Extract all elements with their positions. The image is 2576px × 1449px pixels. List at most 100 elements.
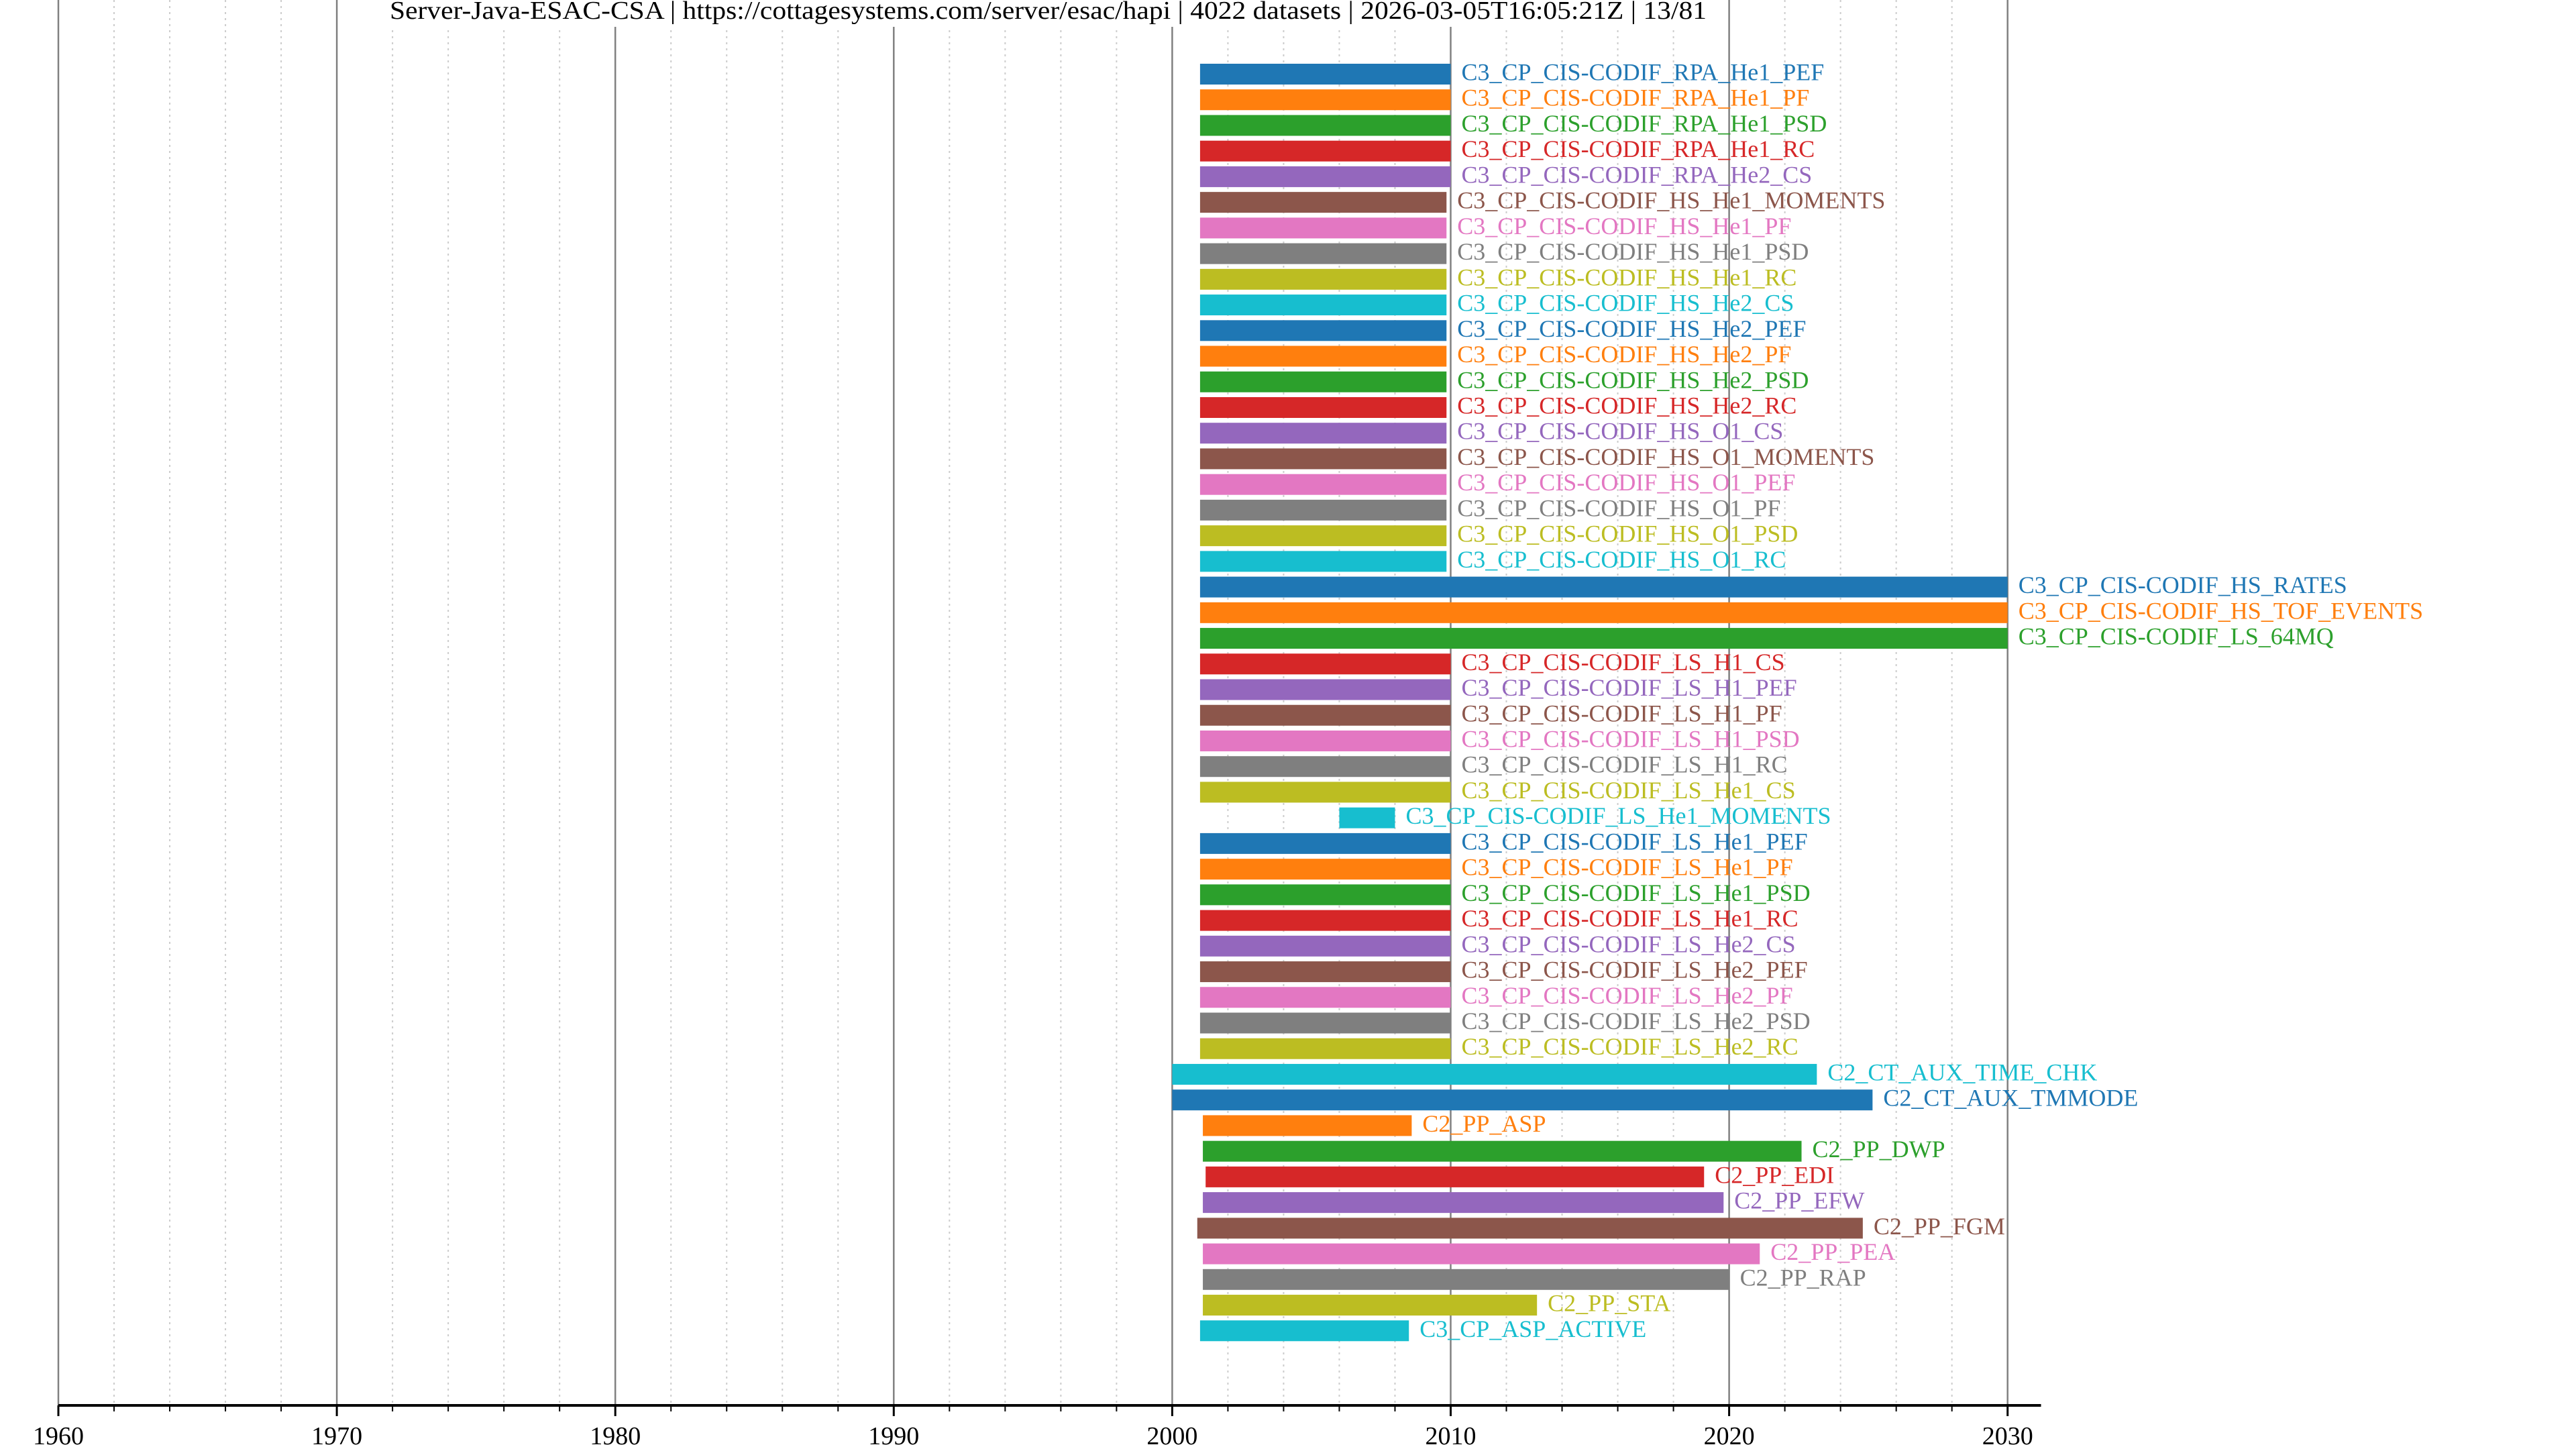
dataset-label: C3_CP_CIS-CODIF_LS_H1_PSD	[1462, 725, 1800, 752]
dataset-bar[interactable]	[1199, 1320, 1409, 1342]
dataset-bar[interactable]	[1199, 551, 1447, 572]
x-tick-label: 2030	[1982, 1422, 2033, 1449]
dataset-bar[interactable]	[1199, 679, 1451, 700]
dataset-label: C3_CP_CIS-CODIF_LS_He1_MOMENTS	[1405, 802, 1831, 829]
dataset-bar[interactable]	[1199, 576, 2008, 598]
dataset-bar[interactable]	[1199, 166, 1451, 187]
dataset-bar[interactable]	[1199, 345, 1447, 367]
dataset-labels: C3_CP_CIS-CODIF_RPA_He1_PEFC3_CP_CIS-COD…	[1405, 59, 2423, 1342]
dataset-bar[interactable]	[1199, 474, 1447, 495]
dataset-bar[interactable]	[1199, 243, 1447, 264]
dataset-label: C3_CP_CIS-CODIF_HS_O1_RC	[1457, 546, 1786, 573]
dataset-label: C3_CP_CIS-CODIF_HS_TOF_EVENTS	[2019, 597, 2423, 624]
dataset-label: C2_PP_DWP	[1813, 1136, 1945, 1163]
dataset-label: C3_CP_CIS-CODIF_HS_He2_PF	[1457, 341, 1791, 368]
dataset-bar[interactable]	[1199, 423, 1447, 444]
dataset-bar[interactable]	[1203, 1295, 1538, 1316]
dataset-bar[interactable]	[1203, 1192, 1724, 1214]
dataset-label: C3_CP_CIS-CODIF_LS_H1_PF	[1462, 700, 1782, 727]
x-axis-tick-labels: 1960 1970 1980 1990 2000 2010 2020 2030	[33, 1422, 2033, 1449]
dataset-bar[interactable]	[1339, 807, 1395, 828]
dataset-bar[interactable]	[1199, 499, 1447, 521]
dataset-bar[interactable]	[1199, 628, 2008, 649]
title-background	[383, 0, 1713, 27]
dataset-label: C2_PP_PEA	[1770, 1238, 1895, 1265]
dataset-label: C3_CP_CIS-CODIF_LS_He2_RC	[1462, 1033, 1799, 1060]
dataset-bar[interactable]	[1199, 859, 1451, 880]
x-axis-ticks	[57, 1405, 2009, 1416]
dataset-label: C3_CP_CIS-CODIF_LS_He2_PSD	[1462, 1008, 1811, 1034]
dataset-bar[interactable]	[1199, 371, 1447, 392]
dataset-label: C3_CP_CIS-CODIF_LS_He2_PF	[1462, 982, 1793, 1009]
dataset-label: C3_CP_CIS-CODIF_LS_H1_CS	[1462, 649, 1785, 676]
dataset-bar[interactable]	[1205, 1166, 1705, 1187]
dataset-bar[interactable]	[1199, 653, 1451, 675]
dataset-bar[interactable]	[1199, 756, 1451, 777]
dataset-label: C3_CP_CIS-CODIF_LS_He1_PF	[1462, 854, 1793, 881]
dataset-bar[interactable]	[1199, 268, 1447, 290]
dataset-bar[interactable]	[1199, 64, 1451, 85]
dataset-bar[interactable]	[1203, 1115, 1412, 1136]
dataset-bar[interactable]	[1203, 1140, 1802, 1162]
dataset-label: C3_CP_CIS-CODIF_LS_H1_PEF	[1462, 674, 1797, 701]
dataset-bar[interactable]	[1199, 294, 1447, 316]
dataset-bar[interactable]	[1197, 1218, 1863, 1239]
dataset-label: C2_CT_AUX_TMMODE	[1883, 1085, 2138, 1112]
major-gridlines	[57, 0, 2008, 1405]
dataset-bars	[1172, 64, 2008, 1342]
x-tick-label: 2010	[1426, 1422, 1477, 1449]
x-tick-label: 1960	[33, 1422, 84, 1449]
dataset-bar[interactable]	[1199, 1038, 1451, 1059]
dataset-label: C2_CT_AUX_TIME_CHK	[1827, 1059, 2097, 1085]
dataset-bar[interactable]	[1199, 730, 1451, 751]
dataset-bar[interactable]	[1199, 884, 1451, 906]
dataset-bar[interactable]	[1203, 1243, 1760, 1265]
chart-title: Server-Java-ESAC-CSA | https://cottagesy…	[390, 0, 1707, 25]
dataset-bar[interactable]	[1172, 1089, 1873, 1111]
dataset-label: C3_CP_CIS-CODIF_LS_He1_CS	[1462, 777, 1796, 804]
dataset-label: C3_CP_CIS-CODIF_LS_He2_CS	[1462, 930, 1796, 957]
dataset-bar[interactable]	[1199, 320, 1447, 341]
dataset-bar[interactable]	[1203, 1269, 1729, 1290]
dataset-bar[interactable]	[1199, 1012, 1451, 1034]
dataset-bar[interactable]	[1199, 961, 1451, 983]
dataset-bar[interactable]	[1199, 192, 1447, 213]
dataset-bar[interactable]	[1199, 89, 1451, 111]
dataset-bar[interactable]	[1199, 525, 1447, 547]
dataset-bar[interactable]	[1199, 910, 1451, 931]
dataset-label: C3_CP_CIS-CODIF_HS_He1_PSD	[1457, 238, 1809, 265]
dataset-bar[interactable]	[1172, 1063, 1817, 1085]
dataset-label: C3_CP_CIS-CODIF_HS_O1_MOMENTS	[1457, 443, 1874, 470]
dataset-label: C3_CP_CIS-CODIF_HS_He2_PSD	[1457, 366, 1809, 393]
dataset-bar[interactable]	[1199, 396, 1447, 418]
dataset-label: C3_CP_CIS-CODIF_HS_He1_RC	[1457, 264, 1796, 290]
dataset-bar[interactable]	[1199, 217, 1447, 239]
dataset-label: C3_CP_CIS-CODIF_HS_RATES	[2019, 572, 2347, 598]
dataset-label: C2_PP_ASP	[1422, 1110, 1546, 1137]
dataset-label: C3_CP_CIS-CODIF_RPA_He1_PEF	[1462, 59, 1825, 86]
dataset-bar[interactable]	[1199, 782, 1451, 803]
x-tick-label: 2020	[1704, 1422, 1755, 1449]
dataset-label: C3_CP_CIS-CODIF_HS_O1_PF	[1457, 494, 1780, 521]
dataset-label: C3_CP_CIS-CODIF_HS_O1_PSD	[1457, 521, 1798, 547]
dataset-bar[interactable]	[1199, 602, 2008, 623]
dataset-bar[interactable]	[1199, 140, 1451, 162]
dataset-label: C3_CP_CIS-CODIF_RPA_He1_PF	[1462, 85, 1810, 111]
dataset-bar[interactable]	[1199, 448, 1447, 470]
dataset-label: C2_PP_FGM	[1874, 1213, 2005, 1240]
chart-title-group: Server-Java-ESAC-CSA | https://cottagesy…	[383, 0, 1713, 27]
x-tick-label: 2000	[1146, 1422, 1197, 1449]
dataset-label: C3_CP_CIS-CODIF_LS_He1_PEF	[1462, 828, 1808, 855]
dataset-label: C2_PP_EDI	[1715, 1161, 1834, 1188]
dataset-bar[interactable]	[1199, 833, 1451, 854]
dataset-label: C3_CP_CIS-CODIF_HS_He2_RC	[1457, 392, 1796, 419]
dataset-bar[interactable]	[1199, 987, 1451, 1008]
dataset-label: C2_PP_STA	[1548, 1290, 1670, 1317]
dataset-bar[interactable]	[1199, 704, 1451, 726]
dataset-bar[interactable]	[1199, 935, 1451, 957]
dataset-label: C3_CP_CIS-CODIF_HS_O1_CS	[1457, 418, 1783, 445]
dataset-bar[interactable]	[1199, 115, 1451, 136]
dataset-label: C3_CP_CIS-CODIF_LS_H1_RC	[1462, 751, 1788, 778]
x-tick-label: 1980	[590, 1422, 641, 1449]
